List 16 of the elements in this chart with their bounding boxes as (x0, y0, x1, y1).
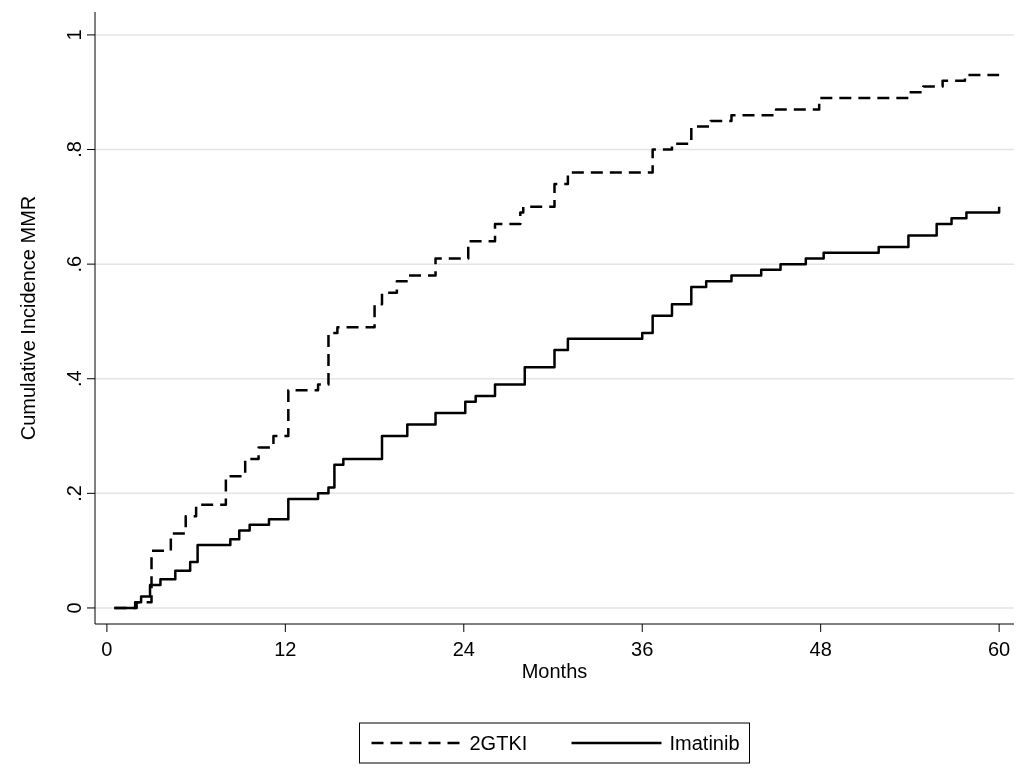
x-tick-label: 60 (988, 638, 1011, 660)
x-tick-label: 24 (452, 638, 475, 660)
x-tick-label: 12 (274, 638, 297, 660)
legend-label: 2GTKI (469, 732, 528, 754)
y-tick-label: .4 (63, 370, 85, 388)
y-tick-label: .2 (63, 485, 85, 502)
y-axis-title: Cumulative Incidence MMR (17, 195, 39, 441)
x-tick-label: 36 (631, 638, 654, 660)
y-tick-label: 1 (63, 29, 85, 41)
y-tick-label: .8 (63, 141, 85, 158)
x-axis-title: Months (521, 660, 588, 682)
x-tick-label: 48 (809, 638, 832, 660)
y-tick-label: .6 (63, 255, 85, 273)
legend-label: Imatinib (669, 732, 740, 754)
x-tick-label: 0 (101, 638, 113, 660)
y-tick-label: 0 (63, 602, 85, 614)
